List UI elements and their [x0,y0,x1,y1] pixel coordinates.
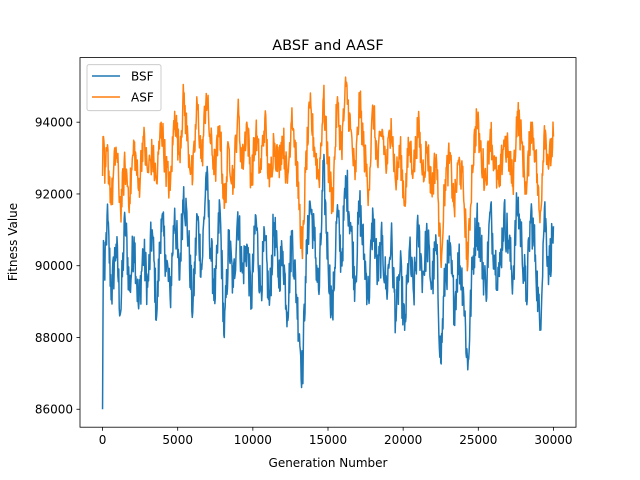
y-axis-ticks: 86000 88000 90000 92000 94000 [35,115,80,417]
y-tick-label: 88000 [35,331,73,345]
y-axis-label: Fitness Value [6,203,20,281]
y-tick-label: 90000 [35,259,73,273]
x-tick-label: 30000 [534,433,572,447]
x-tick-label: 20000 [384,433,422,447]
legend-label-asf: ASF [131,91,154,105]
series-line-bsf [101,153,555,410]
x-tick-label: 10000 [234,433,272,447]
legend-label-bsf: BSF [131,70,154,84]
plot-lines [101,76,555,410]
x-axis-ticks: 0 5000 10000 15000 20000 25000 30000 [99,427,573,447]
x-tick-label: 5000 [162,433,193,447]
x-tick-label: 25000 [459,433,497,447]
legend: BSF ASF [86,64,162,112]
y-tick-label: 92000 [35,187,73,201]
y-tick-label: 86000 [35,403,73,417]
y-tick-label: 94000 [35,115,73,129]
x-tick-label: 0 [99,433,107,447]
plot-frame [79,57,577,428]
series-line-asf [101,76,555,272]
x-axis-label: Generation Number [269,456,388,470]
chart-title: ABSF and AASF [272,38,383,54]
x-tick-label: 15000 [309,433,347,447]
